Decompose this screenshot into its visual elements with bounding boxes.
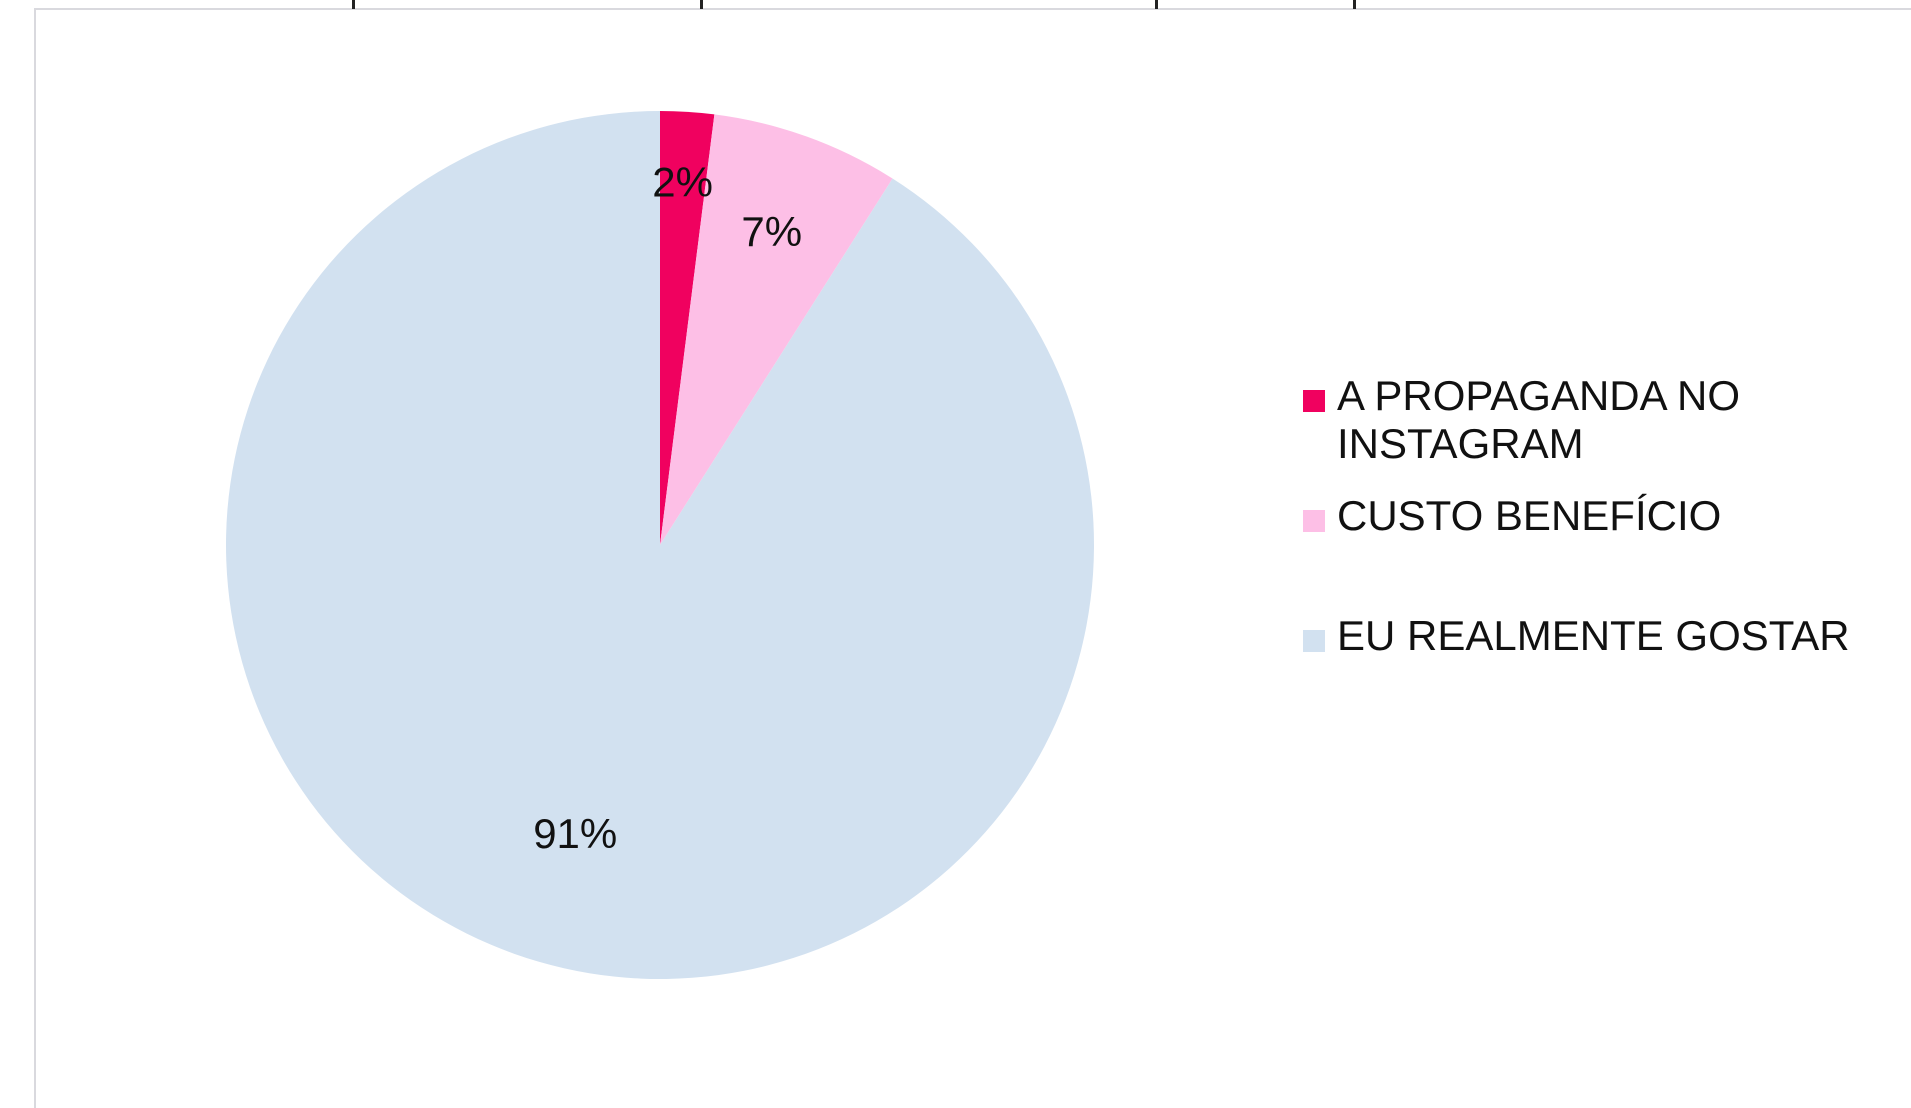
legend-swatch [1303,510,1325,532]
pie-chart: 2% 7% 91% [226,111,1095,980]
legend-label: A PROPAGANDA NO INSTAGRAM [1337,372,1740,467]
chart-area [34,8,1911,1108]
pie-slice [660,114,893,546]
legend-item: CUSTO BENEFÍCIO [1303,492,1903,612]
legend: A PROPAGANDA NO INSTAGRAM CUSTO BENEFÍCI… [1303,372,1903,672]
data-label: 2% [652,159,713,206]
cropped-title-fragment [0,0,1911,12]
legend-label: EU REALMENTE GOSTAR [1337,612,1850,659]
legend-item: EU REALMENTE GOSTAR [1303,612,1903,672]
legend-item: A PROPAGANDA NO INSTAGRAM [1303,372,1903,492]
pie-slice [226,111,1095,980]
legend-swatch [1303,390,1325,412]
data-label: 91% [533,810,617,857]
legend-label: CUSTO BENEFÍCIO [1337,492,1722,539]
legend-swatch [1303,630,1325,652]
data-label: 7% [741,208,802,255]
pie-slice [660,111,715,545]
